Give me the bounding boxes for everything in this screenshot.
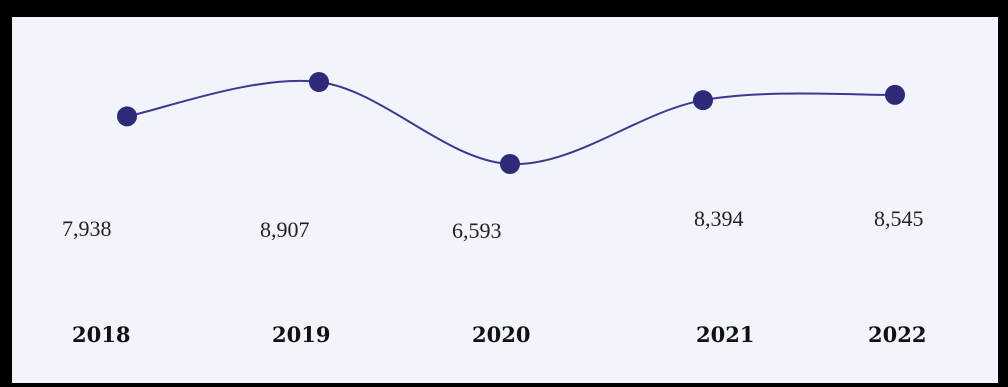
category-label-2018: 2018 [72,322,130,347]
category-label-2022: 2022 [868,322,926,347]
value-label-2018: 7,938 [62,216,112,241]
category-label-2021: 2021 [696,322,754,347]
category-label-2019: 2019 [272,322,330,347]
value-label-2022: 8,545 [874,206,924,231]
data-point-2019 [309,72,329,92]
data-point-2021 [693,90,713,111]
data-point-2018 [117,106,137,127]
value-label-2021: 8,394 [694,206,744,231]
category-label-2020: 2020 [472,322,530,347]
data-points [117,72,905,174]
line-chart: 7,938 8,907 6,593 8,394 8,545 2018 2019 2020 20… [62,72,926,347]
chart-panel: 7,938 8,907 6,593 8,394 8,545 2018 2019 2020 20… [12,17,998,383]
value-label-2019: 8,907 [260,217,310,242]
value-label-2020: 6,593 [452,218,502,243]
series-line [126,79,896,166]
data-point-2020 [500,154,520,174]
data-point-2022 [885,84,905,105]
value-labels: 7,938 8,907 6,593 8,394 8,545 [62,206,924,243]
category-labels: 2018 2019 2020 2021 2022 [72,322,926,347]
